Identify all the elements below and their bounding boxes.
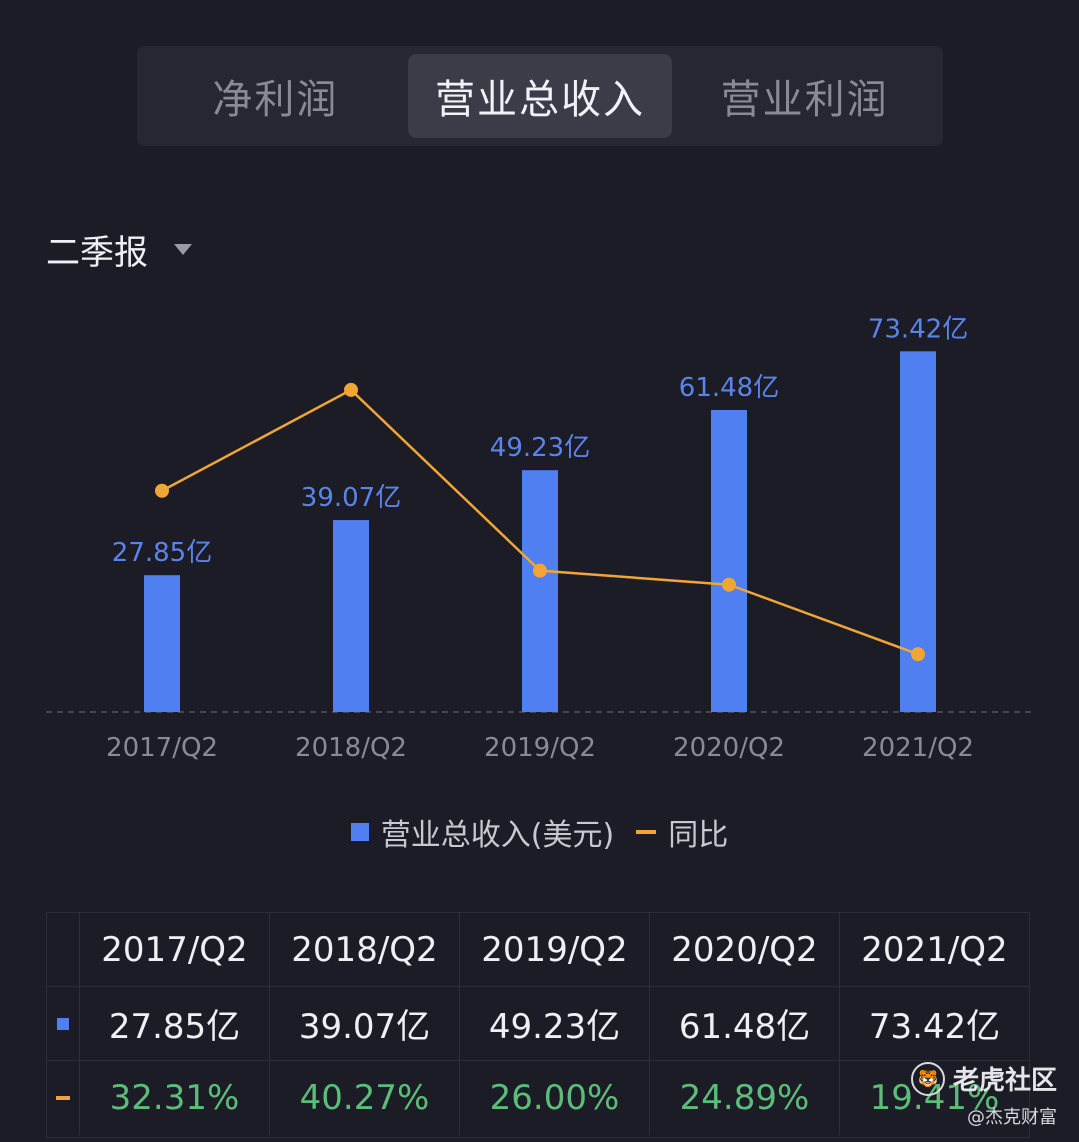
- line-marker-icon: [56, 1096, 70, 1100]
- table-row-revenue: 27.85亿 39.07亿 49.23亿 61.48亿 73.42亿: [47, 987, 1029, 1061]
- yoy-point: [533, 563, 547, 578]
- yoy-marker: [47, 1061, 79, 1135]
- period-label: 二季报: [46, 233, 148, 273]
- x-tick-label: 2019/Q2: [484, 733, 596, 763]
- bar: [144, 575, 180, 712]
- tab-operating-profit[interactable]: 营业利润: [720, 77, 889, 123]
- table-header-cell: 2021/Q2: [839, 913, 1029, 986]
- legend-bar-swatch: [350, 823, 369, 841]
- table-cell: 49.23亿: [459, 987, 649, 1060]
- bar-value-label: 49.23亿: [490, 433, 590, 463]
- metric-tabs: 净利润 营业总收入 营业利润: [137, 46, 943, 146]
- table-header-cell: 2019/Q2: [459, 913, 649, 986]
- bar-value-label: 73.42亿: [868, 314, 968, 344]
- yoy-point: [911, 647, 925, 662]
- revenue-marker: [47, 987, 79, 1060]
- data-table: 2017/Q2 2018/Q2 2019/Q2 2020/Q2 2021/Q2 …: [46, 912, 1030, 1138]
- table-header-cell: 2017/Q2: [79, 913, 269, 986]
- table-header-row: 2017/Q2 2018/Q2 2019/Q2 2020/Q2 2021/Q2: [47, 913, 1029, 987]
- yoy-point: [155, 483, 169, 498]
- table-cell: 61.48亿: [649, 987, 839, 1060]
- watermark-author: @杰克财富: [967, 1107, 1057, 1128]
- table-cell: 39.07亿: [269, 987, 459, 1060]
- tab-net-profit[interactable]: 净利润: [212, 77, 339, 123]
- yoy-point: [344, 382, 358, 397]
- period-selector[interactable]: 二季报: [46, 225, 192, 274]
- tab-total-revenue[interactable]: 营业总收入: [407, 54, 673, 138]
- table-corner: [47, 913, 79, 986]
- legend-bar-label: 营业总收入(美元): [380, 818, 615, 853]
- bar: [333, 520, 369, 712]
- caret-down-icon: [174, 244, 192, 255]
- revenue-chart: 27.85亿 39.07亿 49.23亿 61.48亿 73.42亿 2017/Q2 201…: [46, 314, 1035, 763]
- bar-value-label: 61.48亿: [679, 373, 779, 403]
- legend-line-swatch: [636, 830, 657, 834]
- yoy-point: [722, 577, 736, 592]
- watermark-brand: 老虎社区: [952, 1066, 1057, 1096]
- legend-line-label: 同比: [668, 818, 729, 853]
- watermark: 🐯 老虎社区 @杰克财富: [910, 1060, 1057, 1129]
- tiger-logo-icon: 🐯: [910, 1061, 945, 1096]
- table-cell: 32.31%: [79, 1061, 269, 1135]
- table-header-cell: 2018/Q2: [269, 913, 459, 986]
- table-cell: 40.27%: [269, 1061, 459, 1135]
- bar-marker-icon: [57, 1017, 69, 1030]
- bar-value-label: 39.07亿: [301, 483, 401, 513]
- x-tick-label: 2018/Q2: [295, 733, 407, 763]
- table-header-cell: 2020/Q2: [649, 913, 839, 986]
- table-row-yoy: 32.31% 40.27% 26.00% 24.89% 19.41%: [47, 1061, 1029, 1135]
- bar-value-label: 27.85亿: [112, 538, 212, 568]
- table-cell: 24.89%: [649, 1061, 839, 1135]
- bar: [522, 470, 558, 712]
- table-cell: 73.42亿: [839, 987, 1029, 1060]
- x-tick-label: 2020/Q2: [673, 733, 785, 763]
- x-tick-label: 2021/Q2: [862, 733, 974, 763]
- table-cell: 27.85亿: [79, 987, 269, 1060]
- bar: [711, 409, 747, 712]
- x-tick-label: 2017/Q2: [106, 733, 218, 763]
- watermark-logo: 🐯 老虎社区: [910, 1060, 1057, 1097]
- chart-legend: 营业总收入(美元) 同比: [0, 810, 1079, 854]
- table-cell: 26.00%: [459, 1061, 649, 1135]
